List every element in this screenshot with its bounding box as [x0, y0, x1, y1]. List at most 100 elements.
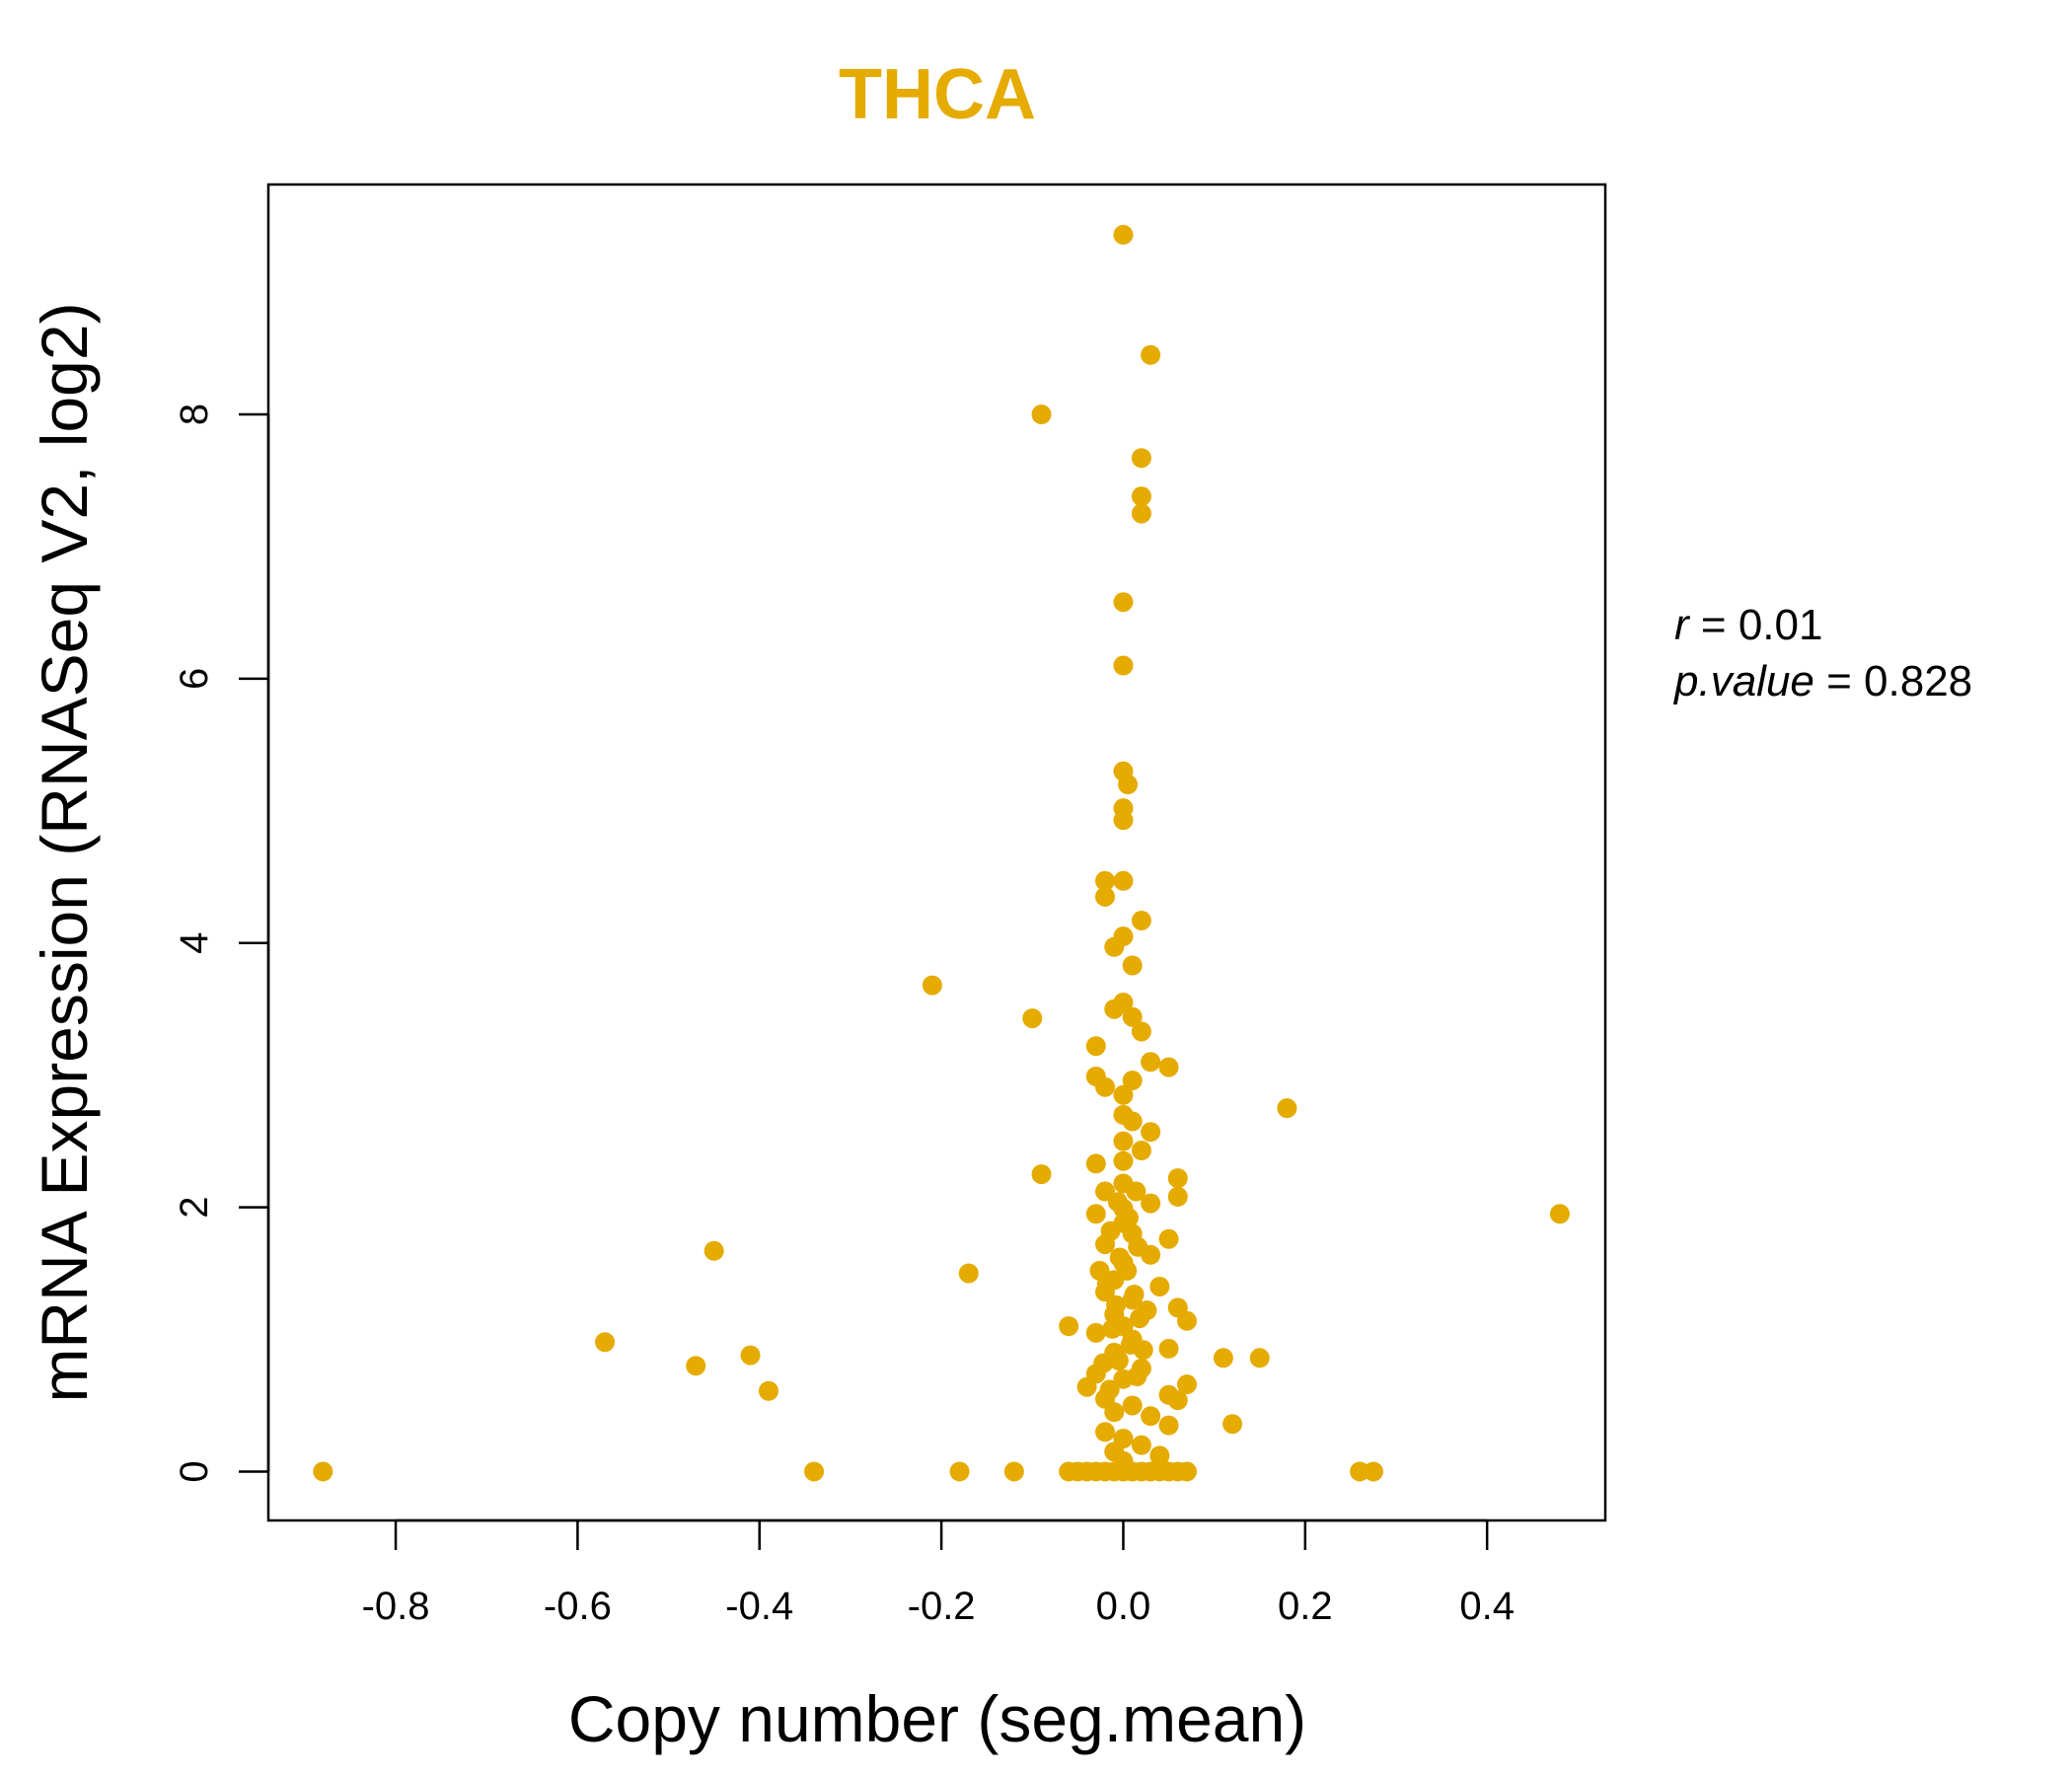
- data-point: [1104, 999, 1125, 1019]
- y-tick-label: 6: [173, 668, 216, 690]
- data-point: [1109, 1247, 1130, 1268]
- p-equals: =: [1826, 657, 1864, 705]
- data-point: [686, 1356, 706, 1376]
- data-point: [1158, 1338, 1179, 1359]
- data-point: [1131, 1141, 1151, 1161]
- data-point: [1131, 503, 1151, 524]
- data-point: [1108, 1350, 1129, 1370]
- data-point: [1003, 1461, 1024, 1482]
- y-tick-label: 4: [173, 932, 216, 954]
- data-point: [313, 1461, 333, 1482]
- data-point: [1031, 405, 1052, 425]
- data-point: [1113, 1131, 1134, 1151]
- data-point: [1222, 1414, 1243, 1435]
- data-point: [1141, 344, 1161, 365]
- r-equals: =: [1701, 601, 1739, 649]
- data-point: [1100, 1221, 1121, 1241]
- data-point: [1104, 936, 1125, 957]
- data-point: [1158, 1228, 1179, 1249]
- data-point: [1104, 1402, 1125, 1423]
- p-label: p.value: [1672, 657, 1814, 705]
- data-point: [1122, 955, 1143, 976]
- data-point: [1118, 775, 1139, 795]
- data-point: [1102, 1318, 1123, 1339]
- data-points: [313, 224, 1570, 1482]
- svg-text:p.value = 0.828: p.value = 0.828: [1672, 657, 1972, 705]
- x-tick-label: 0.0: [1096, 1585, 1151, 1628]
- p-value: 0.828: [1864, 657, 1972, 705]
- y-tick-label: 8: [173, 404, 216, 425]
- data-point: [1176, 1461, 1197, 1482]
- data-point: [1149, 1445, 1170, 1466]
- r-value: 0.01: [1739, 601, 1823, 649]
- data-point: [1099, 1379, 1120, 1400]
- x-tick-label: -0.2: [908, 1585, 976, 1628]
- data-point: [1167, 1186, 1188, 1207]
- data-point: [1122, 1071, 1143, 1091]
- data-point: [1113, 1150, 1134, 1171]
- data-point: [1095, 1422, 1116, 1443]
- data-point: [1085, 1036, 1106, 1057]
- data-point: [958, 1263, 979, 1284]
- data-point: [1176, 1374, 1197, 1395]
- x-tick-label: -0.8: [362, 1585, 430, 1628]
- data-point: [1131, 1021, 1151, 1042]
- data-point: [595, 1332, 616, 1353]
- data-point: [1059, 1316, 1079, 1337]
- data-point: [1076, 1376, 1097, 1397]
- data-point: [1141, 1193, 1161, 1214]
- data-point: [740, 1345, 761, 1366]
- data-point: [804, 1461, 825, 1482]
- data-point: [1095, 1076, 1116, 1097]
- r-label: r: [1674, 601, 1691, 649]
- data-point: [1095, 870, 1116, 891]
- x-tick-label: -0.6: [544, 1585, 612, 1628]
- data-point: [1176, 1310, 1197, 1331]
- data-point: [758, 1380, 778, 1401]
- data-point: [1113, 810, 1134, 831]
- chart-title: THCA: [839, 55, 1036, 134]
- data-point: [1167, 1168, 1188, 1189]
- data-point: [1124, 1284, 1145, 1304]
- stats-annotation: r = 0.01 p.value = 0.828: [1672, 601, 1972, 705]
- data-point: [1122, 1111, 1143, 1132]
- svg-text:r = 0.01: r = 0.01: [1674, 601, 1822, 649]
- data-point: [1113, 592, 1134, 613]
- data-point: [922, 975, 942, 996]
- data-point: [1141, 1406, 1161, 1427]
- data-point: [1118, 1208, 1139, 1228]
- y-tick-label: 2: [173, 1196, 216, 1218]
- data-point: [1089, 1260, 1110, 1281]
- data-point: [1141, 1052, 1161, 1073]
- data-point: [1106, 1295, 1127, 1315]
- data-point: [1113, 1084, 1134, 1105]
- data-point: [1085, 1153, 1106, 1174]
- data-point: [1107, 1192, 1128, 1213]
- data-point: [1131, 910, 1151, 930]
- data-point: [1363, 1461, 1383, 1482]
- y-tick-label: 0: [173, 1460, 216, 1482]
- plot-frame: [266, 183, 1607, 1522]
- x-tick-label: 0.2: [1278, 1585, 1333, 1628]
- data-point: [1213, 1348, 1233, 1369]
- data-point: [1133, 1340, 1153, 1361]
- data-point: [1113, 224, 1134, 245]
- data-point: [1350, 1461, 1370, 1482]
- data-point: [1127, 1367, 1147, 1387]
- data-point: [1113, 655, 1134, 676]
- y-axis-label: mRNA Expression (RNASeq V2, log2): [28, 302, 101, 1402]
- data-point: [1022, 1008, 1043, 1029]
- data-point: [1141, 1122, 1161, 1143]
- data-point: [1131, 1435, 1151, 1455]
- data-point: [1158, 1057, 1179, 1077]
- data-point: [1277, 1098, 1297, 1119]
- x-axis: -0.8 -0.6 -0.4 -0.2 0.0 0.2 0.4: [362, 1518, 1515, 1628]
- data-point: [1167, 1390, 1188, 1411]
- x-tick-label: 0.4: [1459, 1585, 1515, 1628]
- data-point: [1137, 1300, 1157, 1321]
- data-point: [1249, 1348, 1270, 1369]
- data-point: [1085, 1322, 1106, 1343]
- data-point: [1093, 1353, 1114, 1373]
- data-point: [1031, 1164, 1052, 1185]
